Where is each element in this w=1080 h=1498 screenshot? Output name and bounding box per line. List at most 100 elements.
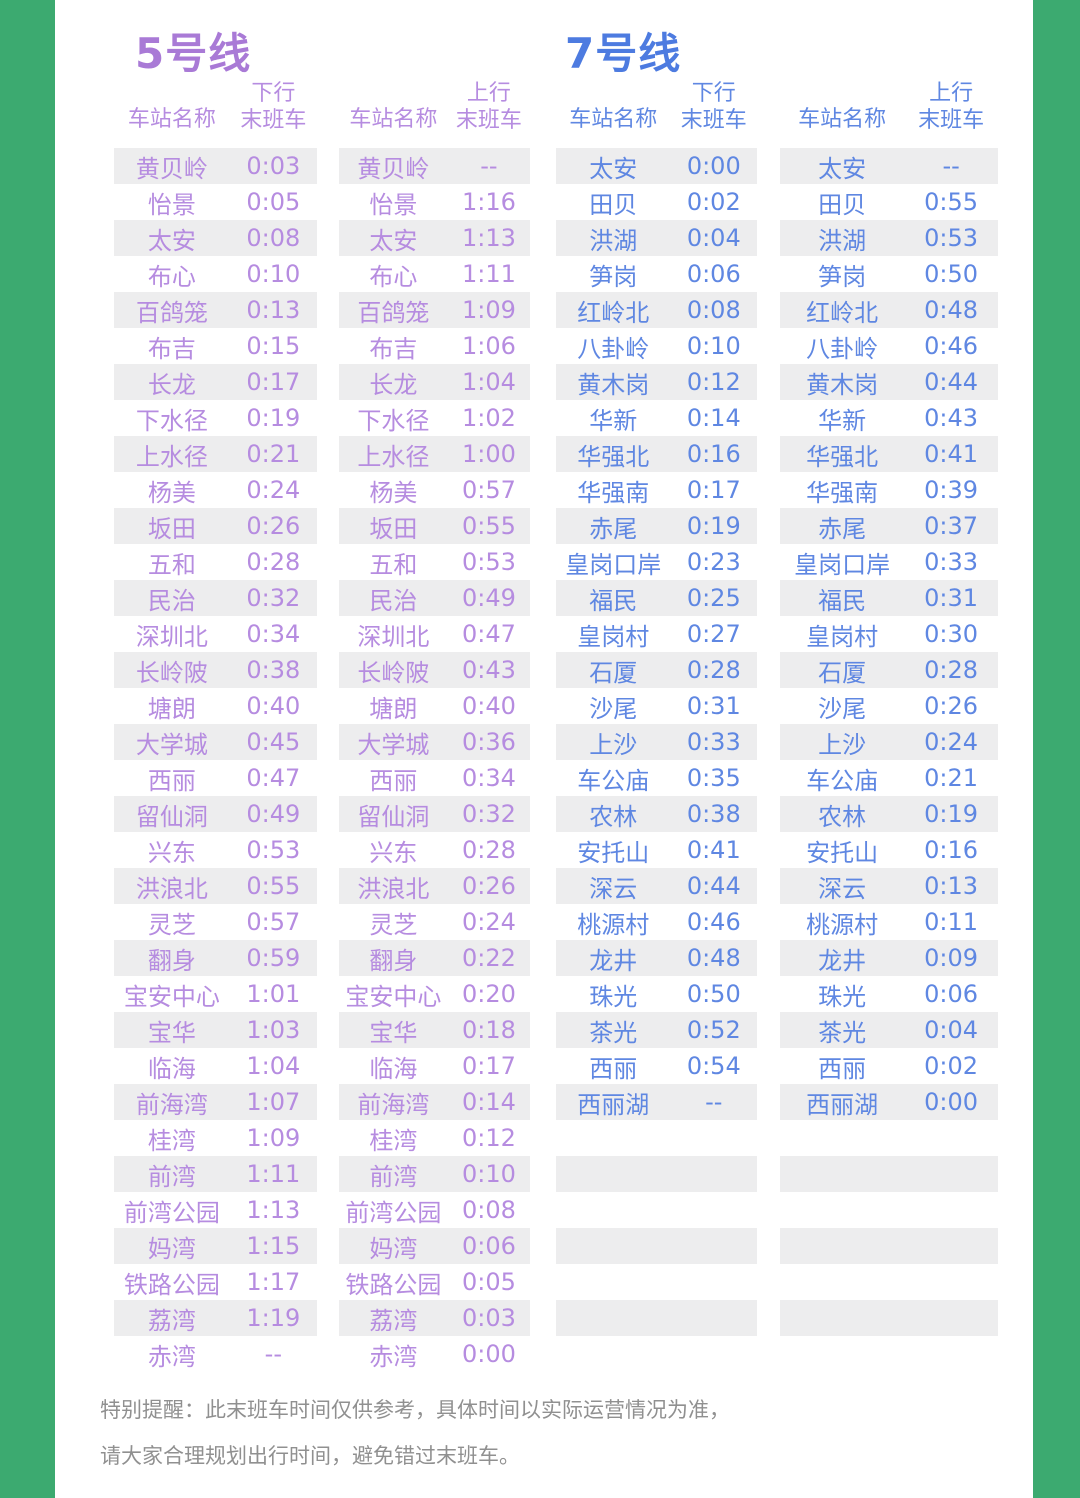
timetable-row — [556, 1336, 757, 1372]
last-train-time-cell: 0:53 — [924, 224, 979, 252]
last-train-time-cell: 0:28 — [246, 548, 301, 576]
last-train-time-cell: 0:40 — [246, 692, 301, 720]
station-name-cell: 长岭陂 — [135, 658, 208, 687]
station-name-cell: 皇岗口岸 — [794, 550, 891, 579]
timetable-row: 华强北 0:16 — [556, 436, 757, 472]
timetable-row: 布心 0:10 — [114, 256, 317, 292]
station-name-cell: 洪浪北 — [357, 874, 430, 903]
timetable-row: 妈湾 1:15 — [114, 1228, 317, 1264]
last-train-time-cell: 1:01 — [246, 980, 301, 1008]
last-train-time-cell: 0:48 — [924, 296, 979, 324]
last-train-time-cell: 0:59 — [246, 944, 301, 972]
last-train-time-cell: 0:43 — [461, 656, 516, 684]
timetable-row: 深云 0:13 — [780, 868, 998, 904]
station-name-cell: 布吉 — [147, 334, 196, 363]
station-name-cell: 杨美 — [369, 478, 418, 507]
timetable-row: 前海湾 0:14 — [339, 1084, 530, 1120]
last-train-time-cell: 0:46 — [686, 908, 741, 936]
station-name-cell: 铁路公园 — [345, 1270, 442, 1299]
last-train-time-cell: 0:16 — [924, 836, 979, 864]
last-train-time-cell: 0:21 — [924, 764, 979, 792]
line7-up-subtable: 车站名称 上行 末班车 太安 -- 田贝 0:55 洪湖 0:53 笋岗 0:50 红岭北 0:48… — [768, 78, 998, 1372]
timetable-row: 宝安中心 1:01 — [114, 976, 317, 1012]
timetable-row: 长岭陂 0:38 — [114, 652, 317, 688]
station-name-cell: 长岭陂 — [357, 658, 430, 687]
station-name-cell: 临海 — [147, 1054, 196, 1083]
timetable-row: 皇岗口岸 0:33 — [780, 544, 998, 580]
station-name-cell: 塘朗 — [369, 694, 418, 723]
timetable-row: 布吉 1:06 — [339, 328, 530, 364]
timetable-row: 红岭北 0:08 — [556, 292, 757, 328]
timetable-row: 福民 0:31 — [780, 580, 998, 616]
timetable-row: 石厦 0:28 — [780, 652, 998, 688]
last-train-time-cell: 0:23 — [686, 548, 741, 576]
last-train-time-cell: 0:41 — [924, 440, 979, 468]
timetable-row — [556, 1228, 757, 1264]
timetable-row: 灵芝 0:57 — [114, 904, 317, 940]
timetable-row: 太安 0:08 — [114, 220, 317, 256]
station-name-cell: 灵芝 — [147, 910, 196, 939]
timetable-row: 杨美 0:24 — [114, 472, 317, 508]
last-train-time-cell: 0:06 — [686, 260, 741, 288]
timetable-row: 大学城 0:36 — [339, 724, 530, 760]
timetable-row: 西丽 0:47 — [114, 760, 317, 796]
station-name-cell: 洪浪北 — [135, 874, 208, 903]
station-name-cell: 车公庙 — [577, 766, 650, 795]
last-train-time-cell: 0:21 — [246, 440, 301, 468]
last-train-time-cell: 0:14 — [686, 404, 741, 432]
last-train-time-cell: 0:34 — [461, 764, 516, 792]
last-train-time-cell: 0:33 — [924, 548, 979, 576]
station-name-cell: 龙井 — [818, 946, 867, 975]
timetable-row: 布吉 0:15 — [114, 328, 317, 364]
station-name-cell: 皇岗村 — [806, 622, 879, 651]
station-name-cell: 安托山 — [806, 838, 879, 867]
last-train-time-cell: 0:26 — [924, 692, 979, 720]
timetable-row: 妈湾 0:06 — [339, 1228, 530, 1264]
station-name-cell: 宝华 — [147, 1018, 196, 1047]
footer-note: 特别提醒：此末班车时间仅供参考，具体时间以实际运营情况为准， 请大家合理规划出行… — [100, 1396, 730, 1470]
station-name-cell: 华强南 — [577, 478, 650, 507]
last-train-time-cell: -- — [942, 152, 960, 180]
station-name-cell: 华新 — [818, 406, 867, 435]
station-name-cell: 五和 — [147, 550, 196, 579]
last-train-time-cell: 0:44 — [924, 368, 979, 396]
station-name-cell: 宝安中心 — [123, 982, 220, 1011]
timetable-row: 黄木岗 0:44 — [780, 364, 998, 400]
timetable-row: 兴东 0:28 — [339, 832, 530, 868]
timetable-row: 坂田 0:26 — [114, 508, 317, 544]
timetable-row: 深云 0:44 — [556, 868, 757, 904]
last-train-time-cell: 0:57 — [246, 908, 301, 936]
last-train-time-cell: 0:36 — [461, 728, 516, 756]
timetable-row: 农林 0:19 — [780, 796, 998, 832]
station-name-cell: 石厦 — [818, 658, 867, 687]
timetable-region: 车站名称 下行 末班车 黄贝岭 0:03 怡景 0:05 太安 0:08 布心 0:10 百鸽笼 0… — [102, 78, 998, 1372]
station-name-cell: 龙井 — [589, 946, 638, 975]
last-train-time-cell: 0:40 — [461, 692, 516, 720]
timetable-row: 民治 0:32 — [114, 580, 317, 616]
last-train-time-cell: 0:24 — [461, 908, 516, 936]
line5-section: 车站名称 下行 末班车 黄贝岭 0:03 怡景 0:05 太安 0:08 布心 0:10 百鸽笼 0… — [102, 78, 530, 1372]
timetable-row: 安托山 0:16 — [780, 832, 998, 868]
last-train-time-cell: 0:03 — [246, 152, 301, 180]
station-name-cell: 宝安中心 — [345, 982, 442, 1011]
timetable-row: 深圳北 0:47 — [339, 616, 530, 652]
last-train-time-cell: 0:18 — [461, 1016, 516, 1044]
last-train-time-cell: 0:24 — [924, 728, 979, 756]
station-name-cell: 临海 — [369, 1054, 418, 1083]
station-name-cell: 布心 — [147, 262, 196, 291]
last-train-time-cell: 0:32 — [246, 584, 301, 612]
timetable-row: 洪浪北 0:55 — [114, 868, 317, 904]
last-train-time-cell: 0:41 — [686, 836, 741, 864]
station-name-cell: 前湾公园 — [123, 1198, 220, 1227]
station-name-cell: 华强南 — [806, 478, 879, 507]
station-name-cell: 上沙 — [589, 730, 638, 759]
timetable-row: 田贝 0:02 — [556, 184, 757, 220]
timetable-row: 洪湖 0:04 — [556, 220, 757, 256]
timetable-row: 下水径 1:02 — [339, 400, 530, 436]
last-train-time-cell: 1:09 — [246, 1124, 301, 1152]
last-train-time-cell: 0:09 — [924, 944, 979, 972]
timetable-row: 荔湾 1:19 — [114, 1300, 317, 1336]
station-name-cell: 民治 — [147, 586, 196, 615]
line7-down-rows: 太安 0:00 田贝 0:02 洪湖 0:04 笋岗 0:06 红岭北 0:08 八卦岭 0:10 黄木… — [556, 148, 757, 1372]
timetable-row: 翻身 0:22 — [339, 940, 530, 976]
